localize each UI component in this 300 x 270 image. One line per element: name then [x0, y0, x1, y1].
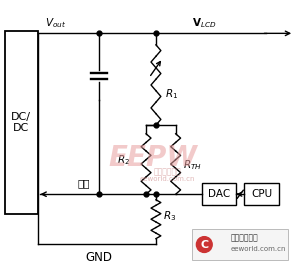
Text: 反馈: 反馈 — [78, 178, 90, 188]
Text: $R_3$: $R_3$ — [163, 210, 176, 223]
Text: C: C — [200, 239, 208, 249]
Bar — [5, 31, 38, 214]
Text: DC/
DC: DC/ DC — [11, 112, 31, 133]
Text: eeworld.com.cn: eeworld.com.cn — [231, 247, 286, 252]
Text: $V_{out}$: $V_{out}$ — [45, 16, 67, 31]
Text: $R_1$: $R_1$ — [165, 88, 178, 102]
Text: eeworld.com.cn: eeworld.com.cn — [140, 176, 196, 183]
Bar — [192, 229, 288, 260]
Text: $\mathbf{V}_{LCD}$: $\mathbf{V}_{LCD}$ — [192, 16, 217, 31]
Bar — [202, 183, 236, 205]
Text: 电子产品世界: 电子产品世界 — [154, 167, 182, 176]
Bar — [244, 183, 279, 205]
Circle shape — [196, 237, 212, 252]
Text: EEPW: EEPW — [109, 144, 197, 172]
Text: $R_2$: $R_2$ — [117, 153, 130, 167]
Text: DAC: DAC — [208, 189, 230, 199]
Text: GND: GND — [85, 251, 112, 264]
Text: CPU: CPU — [251, 189, 272, 199]
Text: $R_{TH}$: $R_{TH}$ — [183, 158, 202, 171]
Text: 电子工程世界: 电子工程世界 — [231, 233, 259, 242]
